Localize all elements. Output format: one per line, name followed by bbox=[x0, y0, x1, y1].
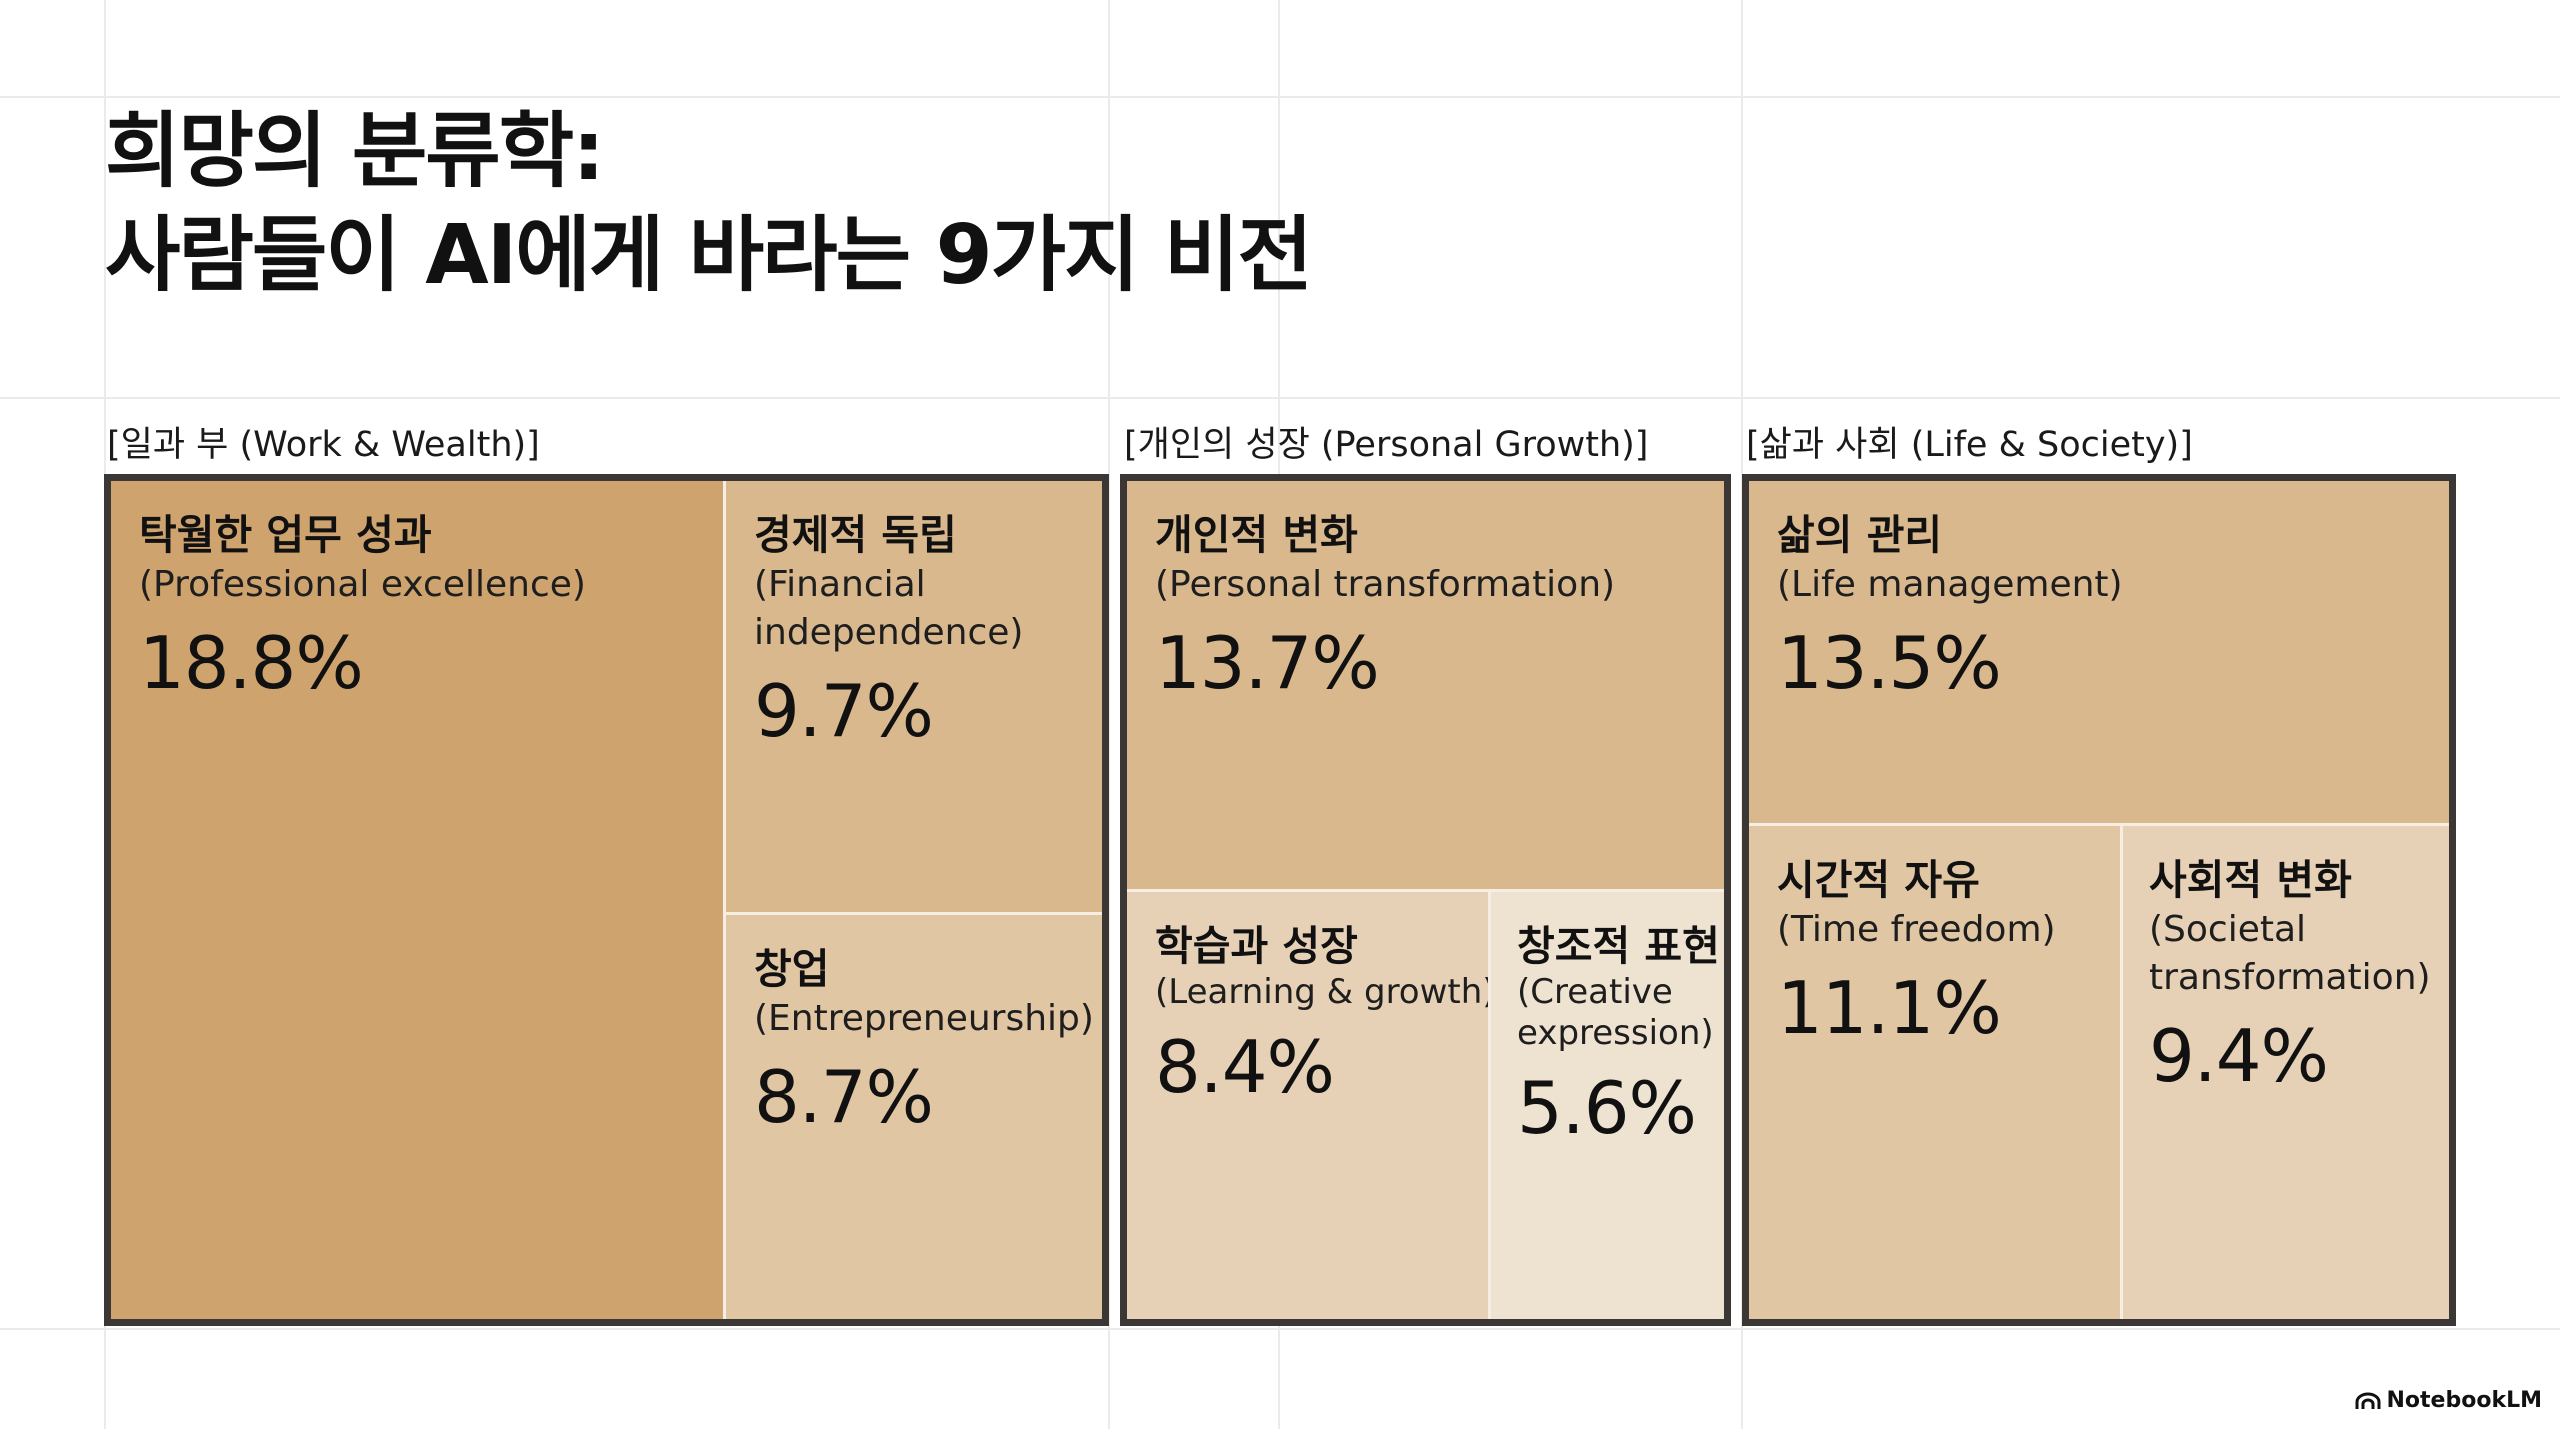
tile-label-en: (Professional excellence) bbox=[139, 564, 586, 605]
group-label-work-wealth: [일과 부 (Work & Wealth)] bbox=[107, 425, 540, 465]
tile-label-en-line2: transformation) bbox=[2149, 957, 2431, 998]
tile-value: 9.4% bbox=[2149, 1014, 2329, 1098]
tile-label-ko: 탁월한 업무 성과 bbox=[139, 511, 432, 559]
treemap-group-personal-growth: 개인적 변화 (Personal transformation) 13.7% 학… bbox=[1120, 474, 1731, 1326]
tile-label-en: (Learning & growth) bbox=[1155, 972, 1491, 1012]
tile-label-en: (Financial bbox=[754, 564, 926, 605]
group-label-life-society: [삶과 사회 (Life & Society)] bbox=[1746, 425, 2193, 465]
grid-line bbox=[1108, 0, 1110, 1429]
tile-label-en: (Life management) bbox=[1777, 564, 2123, 605]
grid-line bbox=[0, 1328, 2560, 1330]
tile-value: 11.1% bbox=[1777, 966, 2002, 1050]
tile-value: 9.7% bbox=[754, 669, 934, 753]
notebooklm-brand: NotebookLM bbox=[2355, 1388, 2542, 1413]
tile-label-en: (Entrepreneurship) bbox=[754, 998, 1094, 1039]
treemap-tile-time-freedom: 시간적 자유 (Time freedom) 11.1% bbox=[1749, 826, 2123, 1319]
tile-label-en: (Time freedom) bbox=[1777, 909, 2056, 950]
tile-value: 18.8% bbox=[139, 621, 364, 705]
tile-value: 5.6% bbox=[1517, 1066, 1697, 1150]
treemap-group-life-society: 삶의 관리 (Life management) 13.5% 시간적 자유 (Ti… bbox=[1742, 474, 2456, 1326]
title-line-1: 희망의 분류학: bbox=[105, 104, 605, 199]
tile-label-ko: 삶의 관리 bbox=[1777, 511, 1943, 559]
tile-label-ko: 학습과 성장 bbox=[1155, 922, 1358, 970]
tile-label-ko: 창업 bbox=[754, 945, 830, 993]
tile-value: 13.5% bbox=[1777, 621, 2002, 705]
tile-value: 8.4% bbox=[1155, 1025, 1335, 1109]
group-label-personal-growth: [개인의 성장 (Personal Growth)] bbox=[1124, 425, 1649, 465]
tile-label-en-line2: expression) bbox=[1517, 1013, 1714, 1053]
brand-label: NotebookLM bbox=[2386, 1388, 2542, 1413]
page-title: 희망의 분류학: 사람들이 AI에게 바라는 9가지 비전 bbox=[105, 100, 1313, 308]
treemap-tile-learning-growth: 학습과 성장 (Learning & growth) 8.4% bbox=[1127, 892, 1491, 1319]
treemap-tile-entrepreneurship: 창업 (Entrepreneurship) 8.7% bbox=[726, 915, 1102, 1319]
title-line-2: 사람들이 AI에게 바라는 9가지 비전 bbox=[105, 208, 1313, 303]
grid-line bbox=[0, 397, 2560, 399]
treemap-tile-life-management: 삶의 관리 (Life management) 13.5% bbox=[1749, 481, 2449, 826]
grid-line bbox=[0, 96, 2560, 98]
tile-value: 13.7% bbox=[1155, 621, 1380, 705]
tile-value: 8.7% bbox=[754, 1055, 934, 1139]
tile-label-ko: 시간적 자유 bbox=[1777, 856, 1980, 904]
tile-label-en: (Personal transformation) bbox=[1155, 564, 1616, 605]
tile-label-ko: 경제적 독립 bbox=[754, 511, 957, 559]
treemap-tile-creative-expression: 창조적 표현 (Creative expression) 5.6% bbox=[1491, 892, 1724, 1319]
treemap-tile-societal-transformation: 사회적 변화 (Societal transformation) 9.4% bbox=[2123, 826, 2449, 1319]
tile-label-ko: 사회적 변화 bbox=[2149, 856, 2352, 904]
tile-label-en: (Creative bbox=[1517, 972, 1673, 1012]
treemap-tile-financial-independence: 경제적 독립 (Financial independence) 9.7% bbox=[726, 481, 1102, 915]
tile-label-en-line2: independence) bbox=[754, 612, 1024, 653]
treemap-tile-professional-excellence: 탁월한 업무 성과 (Professional excellence) 18.8… bbox=[111, 481, 726, 1319]
tile-label-ko: 개인적 변화 bbox=[1155, 511, 1358, 559]
treemap-tile-personal-transformation: 개인적 변화 (Personal transformation) 13.7% bbox=[1127, 481, 1724, 892]
tile-label-ko: 창조적 표현 bbox=[1517, 922, 1720, 970]
treemap-group-work-wealth: 탁월한 업무 성과 (Professional excellence) 18.8… bbox=[104, 474, 1109, 1326]
notebooklm-logo-icon bbox=[2355, 1392, 2381, 1409]
tile-label-en: (Societal bbox=[2149, 909, 2307, 950]
